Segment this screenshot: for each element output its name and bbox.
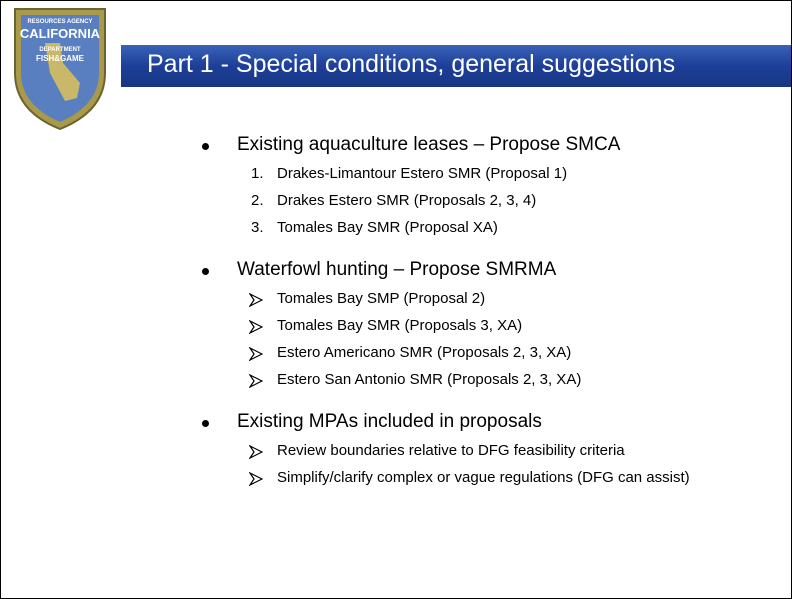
sub-item: Estero Americano SMR (Proposals 2, 3, XA… [277, 344, 572, 361]
bullet-heading: Waterfowl hunting – Propose SMRMA [237, 259, 557, 280]
bullet [202, 143, 209, 150]
item-number: 2. [251, 192, 264, 209]
sub-item: Review boundaries relative to DFG feasib… [277, 442, 625, 459]
sub-item: Estero San Antonio SMR (Proposals 2, 3, … [277, 371, 582, 388]
slide-title: Part 1 - Special conditions, general sug… [147, 50, 676, 78]
arrow-bullet [249, 293, 263, 307]
logo: RESOURCES AGENCY CALIFORNIA DEPARTMENT F… [14, 8, 106, 131]
logo-text: CALIFORNIA [20, 26, 101, 41]
title-bar [121, 45, 791, 87]
arrow-bullet [249, 320, 263, 334]
arrow-bullet [249, 347, 263, 361]
sub-item: Drakes-Limantour Estero SMR (Proposal 1) [277, 165, 568, 182]
bullet [202, 268, 209, 275]
sub-item: Simplify/clarify complex or vague regula… [277, 469, 690, 486]
sub-item: Tomales Bay SMR (Proposal XA) [277, 219, 498, 236]
arrow-bullet [249, 445, 263, 459]
bullet-heading: Existing aquaculture leases – Propose SM… [237, 134, 621, 155]
bullet-heading: Existing MPAs included in proposals [237, 411, 542, 432]
logo-text: DEPARTMENT [39, 47, 81, 53]
logo-state [45, 43, 80, 101]
sub-item: Drakes Estero SMR (Proposals 2, 3, 4) [277, 192, 537, 209]
bullet [202, 420, 209, 427]
item-number: 1. [251, 165, 264, 182]
item-number: 3. [251, 219, 264, 236]
arrow-bullet [249, 472, 263, 486]
sub-item: Tomales Bay SMP (Proposal 2) [277, 290, 486, 307]
logo-text: FISH&GAME [36, 54, 85, 63]
arrow-bullet [249, 374, 263, 388]
logo-text: RESOURCES AGENCY [27, 19, 92, 25]
sub-item: Tomales Bay SMR (Proposals 3, XA) [277, 317, 523, 334]
